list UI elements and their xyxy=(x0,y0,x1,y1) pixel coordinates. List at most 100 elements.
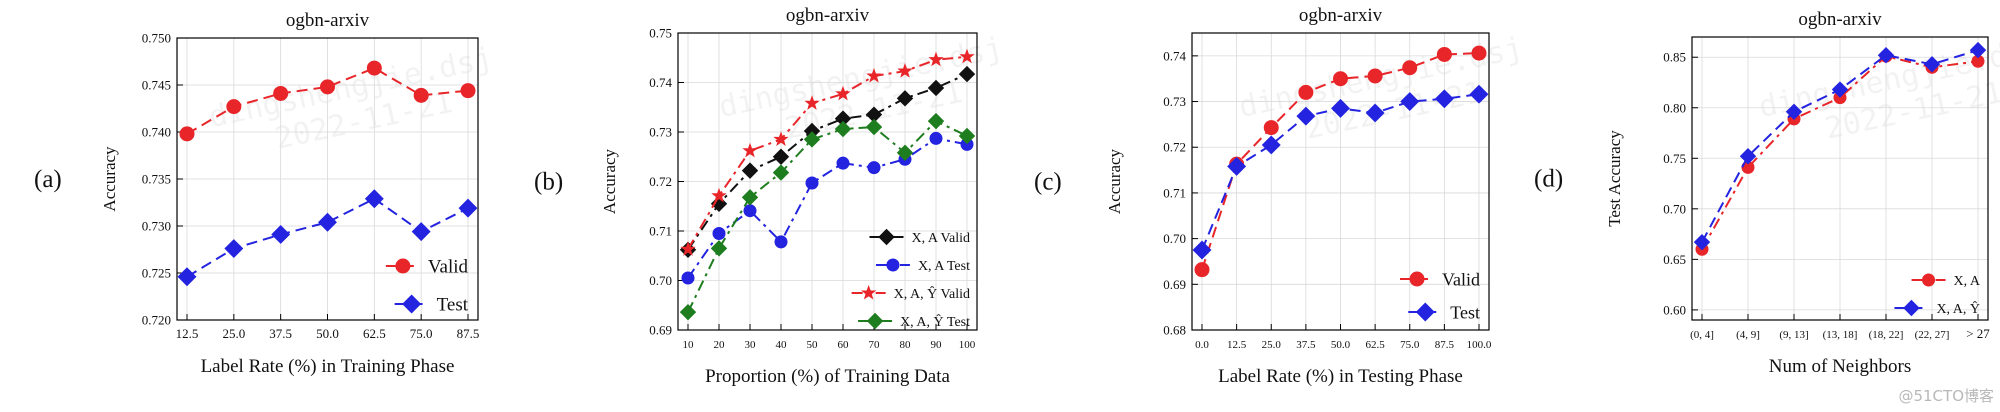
x-tick-label: 50 xyxy=(807,339,819,351)
x-tick-label: 12.5 xyxy=(1227,339,1247,351)
x-tick-label: 70 xyxy=(869,339,881,351)
data-point xyxy=(712,226,726,240)
legend-marker xyxy=(886,258,900,272)
legend-label: X, A xyxy=(1954,274,1981,289)
data-point xyxy=(897,63,913,78)
x-tick-label: > 27 xyxy=(1966,326,1990,341)
data-point xyxy=(413,87,429,103)
legend-label: X, A, Ŷ xyxy=(1936,300,1980,317)
legend-label: Valid xyxy=(1442,269,1480,289)
x-tick-label: 90 xyxy=(931,339,943,351)
y-tick-label: 0.73 xyxy=(1163,94,1186,109)
data-point xyxy=(867,161,881,175)
data-point xyxy=(460,83,476,99)
data-point xyxy=(679,303,697,321)
x-tick-label: 37.5 xyxy=(1296,339,1316,351)
x-tick-label: 75.0 xyxy=(1400,339,1420,351)
x-tick-label: (9, 13] xyxy=(1779,329,1808,341)
legend-marker xyxy=(395,258,411,274)
y-tick-label: 0.80 xyxy=(1663,100,1686,115)
data-point xyxy=(1831,81,1849,98)
credit-text: @51CTO博客 xyxy=(1898,387,1994,405)
data-point xyxy=(1331,98,1350,118)
data-point xyxy=(458,198,478,218)
x-tick-label: 50.0 xyxy=(1331,339,1351,351)
y-tick-label: 0.75 xyxy=(1663,151,1686,166)
data-point xyxy=(774,235,788,249)
x-tick-label: 75.0 xyxy=(410,326,433,341)
data-point xyxy=(1227,156,1247,176)
y-tick-label: 0.60 xyxy=(1663,302,1686,317)
x-tick-label: 100.0 xyxy=(1467,339,1492,351)
x-tick-label: 20 xyxy=(714,339,726,351)
y-tick-label: 0.85 xyxy=(1663,50,1686,65)
plot-frame xyxy=(1691,36,1989,321)
y-tick-label: 0.71 xyxy=(649,224,672,239)
data-point xyxy=(271,225,291,244)
y-tick-label: 0.735 xyxy=(142,172,171,187)
data-point xyxy=(1923,56,1941,73)
x-tick-label: 40 xyxy=(776,339,788,351)
panel-label: (a) xyxy=(34,166,62,193)
y-tick-label: 0.725 xyxy=(142,266,171,281)
legend-marker xyxy=(878,228,895,246)
y-tick-label: 0.74 xyxy=(1163,48,1186,63)
data-point xyxy=(1785,103,1803,120)
data-point xyxy=(1877,46,1895,64)
data-point xyxy=(929,131,943,145)
data-point xyxy=(834,120,852,138)
data-point xyxy=(273,85,289,101)
data-point xyxy=(681,271,695,285)
legend-label: Test xyxy=(437,295,469,316)
x-tick-label: 62.5 xyxy=(1366,339,1386,351)
legend-label: X, A, Ŷ Test xyxy=(900,313,970,330)
chart-title: ogbn-arxiv xyxy=(786,5,870,26)
data-point xyxy=(1693,233,1711,251)
data-point xyxy=(710,240,728,257)
panel-label: (b) xyxy=(534,169,563,196)
chart-title: ogbn-arxiv xyxy=(1798,9,1882,30)
data-point xyxy=(1263,120,1279,136)
data-point xyxy=(680,241,696,256)
legend-marker xyxy=(860,284,877,300)
legend-marker xyxy=(402,294,422,314)
y-tick-label: 0.68 xyxy=(1163,323,1186,338)
legend-label: X, A Test xyxy=(918,259,970,274)
data-point xyxy=(1469,84,1489,104)
data-point xyxy=(741,162,759,179)
y-tick-label: 0.740 xyxy=(142,125,171,140)
x-tick-label: 100 xyxy=(959,339,976,351)
legend-label: Valid xyxy=(428,257,469,278)
x-tick-label: (18, 22] xyxy=(1869,329,1904,341)
x-tick-label: 60 xyxy=(838,339,850,351)
x-tick-label: 0.0 xyxy=(1195,339,1209,351)
data-point xyxy=(1365,103,1385,123)
x-tick-label: (4, 9] xyxy=(1736,329,1760,341)
x-tick-label: 25.0 xyxy=(222,326,245,341)
x-tick-label: 87.5 xyxy=(457,326,480,341)
y-tick-label: 0.75 xyxy=(649,26,672,41)
y-axis-label: Test Accuracy xyxy=(1605,130,1624,227)
data-point xyxy=(896,144,914,161)
data-point xyxy=(741,189,759,206)
x-tick-label: (0, 4] xyxy=(1690,329,1714,341)
data-point xyxy=(1298,84,1314,100)
chart-panel-a: ogbn-arxiv (a) Accuracy Label Rate (%) in T… xyxy=(34,10,480,377)
x-axis-label: Label Rate (%) in Training Phase xyxy=(201,356,455,377)
y-tick-label: 0.65 xyxy=(1663,252,1686,267)
legend-label: X, A, Ŷ Valid xyxy=(894,285,970,302)
data-point xyxy=(224,239,244,259)
data-point xyxy=(366,60,382,76)
x-tick-label: 25.0 xyxy=(1262,339,1282,351)
legend-marker xyxy=(1415,302,1435,322)
y-tick-label: 0.745 xyxy=(142,78,171,93)
series-line xyxy=(687,137,968,279)
legend-marker xyxy=(1922,273,1936,287)
data-point xyxy=(958,65,976,83)
y-tick-label: 0.74 xyxy=(649,75,672,90)
legend-label: Test xyxy=(1450,302,1480,322)
y-axis-label: Accuracy xyxy=(100,146,119,212)
x-axis-label: Label Rate (%) in Testing Phase xyxy=(1218,366,1463,387)
data-point xyxy=(226,99,242,115)
y-tick-label: 0.72 xyxy=(1163,140,1186,155)
